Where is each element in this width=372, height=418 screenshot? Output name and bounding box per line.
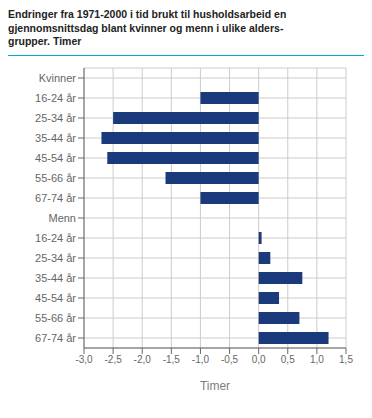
svg-text:16-24 år: 16-24 år (35, 232, 76, 244)
svg-text:1,0: 1,0 (310, 354, 324, 365)
svg-text:-1,0: -1,0 (192, 354, 210, 365)
svg-text:67-74 år: 67-74 år (35, 192, 76, 204)
svg-text:-0,5: -0,5 (221, 354, 239, 365)
svg-text:55-66 år: 55-66 år (35, 312, 76, 324)
svg-text:45-54 år: 45-54 år (35, 152, 76, 164)
html-text:Endringer fra 1971-2000 i tid: Endringer fra 1971-2000 i tid brukt til … (8, 8, 287, 48)
svg-text:45-54 år: 45-54 år (35, 292, 76, 304)
svg-text:Timer: Timer (200, 379, 230, 393)
svg-text:0,5: 0,5 (281, 354, 295, 365)
svg-text:55-66 år: 55-66 år (35, 172, 76, 184)
svg-text:-3,0: -3,0 (75, 354, 93, 365)
svg-text:0,0: 0,0 (252, 354, 266, 365)
svg-text:25-34 år: 25-34 år (35, 112, 76, 124)
svg-text:-1,5: -1,5 (163, 354, 181, 365)
svg-text:25-34 år: 25-34 år (35, 252, 76, 264)
svg-text:-2,5: -2,5 (104, 354, 122, 365)
svg-text:-2,0: -2,0 (134, 354, 152, 365)
svg-text:35-44 år: 35-44 år (35, 132, 76, 144)
svg-text:1,5: 1,5 (339, 354, 353, 365)
svg-text:Menn: Menn (48, 212, 76, 224)
svg-text:Kvinner: Kvinner (39, 72, 77, 84)
svg-text:16-24 år: 16-24 år (35, 92, 76, 104)
svg-text:67-74 år: 67-74 år (35, 332, 76, 344)
svg-text:35-44 år: 35-44 år (35, 272, 76, 284)
